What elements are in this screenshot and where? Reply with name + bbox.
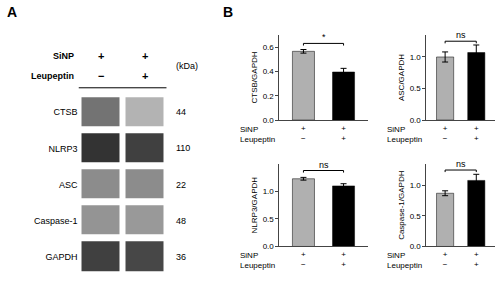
svg-text:0.5: 0.5 xyxy=(410,212,422,221)
svg-text:0.5: 0.5 xyxy=(410,84,422,93)
svg-text:0.5: 0.5 xyxy=(263,215,275,224)
svg-text:110: 110 xyxy=(176,143,190,153)
svg-text:+: + xyxy=(98,50,104,62)
svg-text:Leupeptin: Leupeptin xyxy=(31,71,74,81)
svg-text:+: + xyxy=(142,70,148,82)
svg-text:CTSB: CTSB xyxy=(53,107,77,117)
svg-text:+: + xyxy=(142,50,148,62)
svg-text:*: * xyxy=(322,32,326,42)
svg-text:44: 44 xyxy=(176,107,186,117)
svg-text:NLRP3: NLRP3 xyxy=(48,144,77,154)
svg-text:−: − xyxy=(98,70,104,82)
svg-text:(kDa): (kDa) xyxy=(176,61,198,71)
svg-text:++: ++ xyxy=(474,250,479,269)
svg-text:ns: ns xyxy=(319,160,329,170)
svg-text:Caspase-1: Caspase-1 xyxy=(34,216,78,226)
svg-text:GAPDH: GAPDH xyxy=(45,252,77,262)
svg-text:B: B xyxy=(223,4,233,20)
svg-text:0.0: 0.0 xyxy=(410,116,422,125)
svg-text:0.2: 0.2 xyxy=(263,92,275,101)
svg-text:SiNPLeupeptin: SiNPLeupeptin xyxy=(387,251,422,270)
svg-text:SiNPLeupeptin: SiNPLeupeptin xyxy=(387,125,422,144)
svg-text:++: ++ xyxy=(341,250,346,269)
svg-text:0.6: 0.6 xyxy=(263,43,275,52)
svg-text:ns: ns xyxy=(456,159,466,169)
svg-text:+−: +− xyxy=(443,250,448,269)
svg-text:+−: +− xyxy=(443,124,448,143)
svg-text:0.0: 0.0 xyxy=(263,242,275,251)
svg-text:SiNPLeupeptin: SiNPLeupeptin xyxy=(240,251,275,270)
svg-text:36: 36 xyxy=(176,252,186,262)
svg-text:0.0: 0.0 xyxy=(263,116,275,125)
svg-text:SiNPLeupeptin: SiNPLeupeptin xyxy=(240,125,275,144)
svg-text:0.4: 0.4 xyxy=(263,67,275,76)
svg-text:NLRP3/GAPDH: NLRP3/GAPDH xyxy=(250,177,259,234)
svg-text:+−: +− xyxy=(301,124,306,143)
svg-text:Caspase-1/GAPDH: Caspase-1/GAPDH xyxy=(397,170,406,240)
svg-text:CTSB/GAPDH: CTSB/GAPDH xyxy=(250,51,259,103)
svg-text:22: 22 xyxy=(176,180,186,190)
svg-text:ASC/GAPDH: ASC/GAPDH xyxy=(397,54,406,101)
svg-text:+−: +− xyxy=(301,250,306,269)
svg-text:++: ++ xyxy=(341,124,346,143)
svg-text:48: 48 xyxy=(176,216,186,226)
svg-text:1.0: 1.0 xyxy=(263,187,275,196)
svg-text:ASC: ASC xyxy=(59,180,78,190)
svg-text:SiNP: SiNP xyxy=(53,51,74,61)
svg-text:1.0: 1.0 xyxy=(410,53,422,62)
svg-text:A: A xyxy=(7,4,17,20)
svg-text:0.0: 0.0 xyxy=(410,242,422,251)
svg-text:ns: ns xyxy=(456,30,466,40)
svg-text:1.0: 1.0 xyxy=(410,181,422,190)
svg-text:++: ++ xyxy=(474,124,479,143)
